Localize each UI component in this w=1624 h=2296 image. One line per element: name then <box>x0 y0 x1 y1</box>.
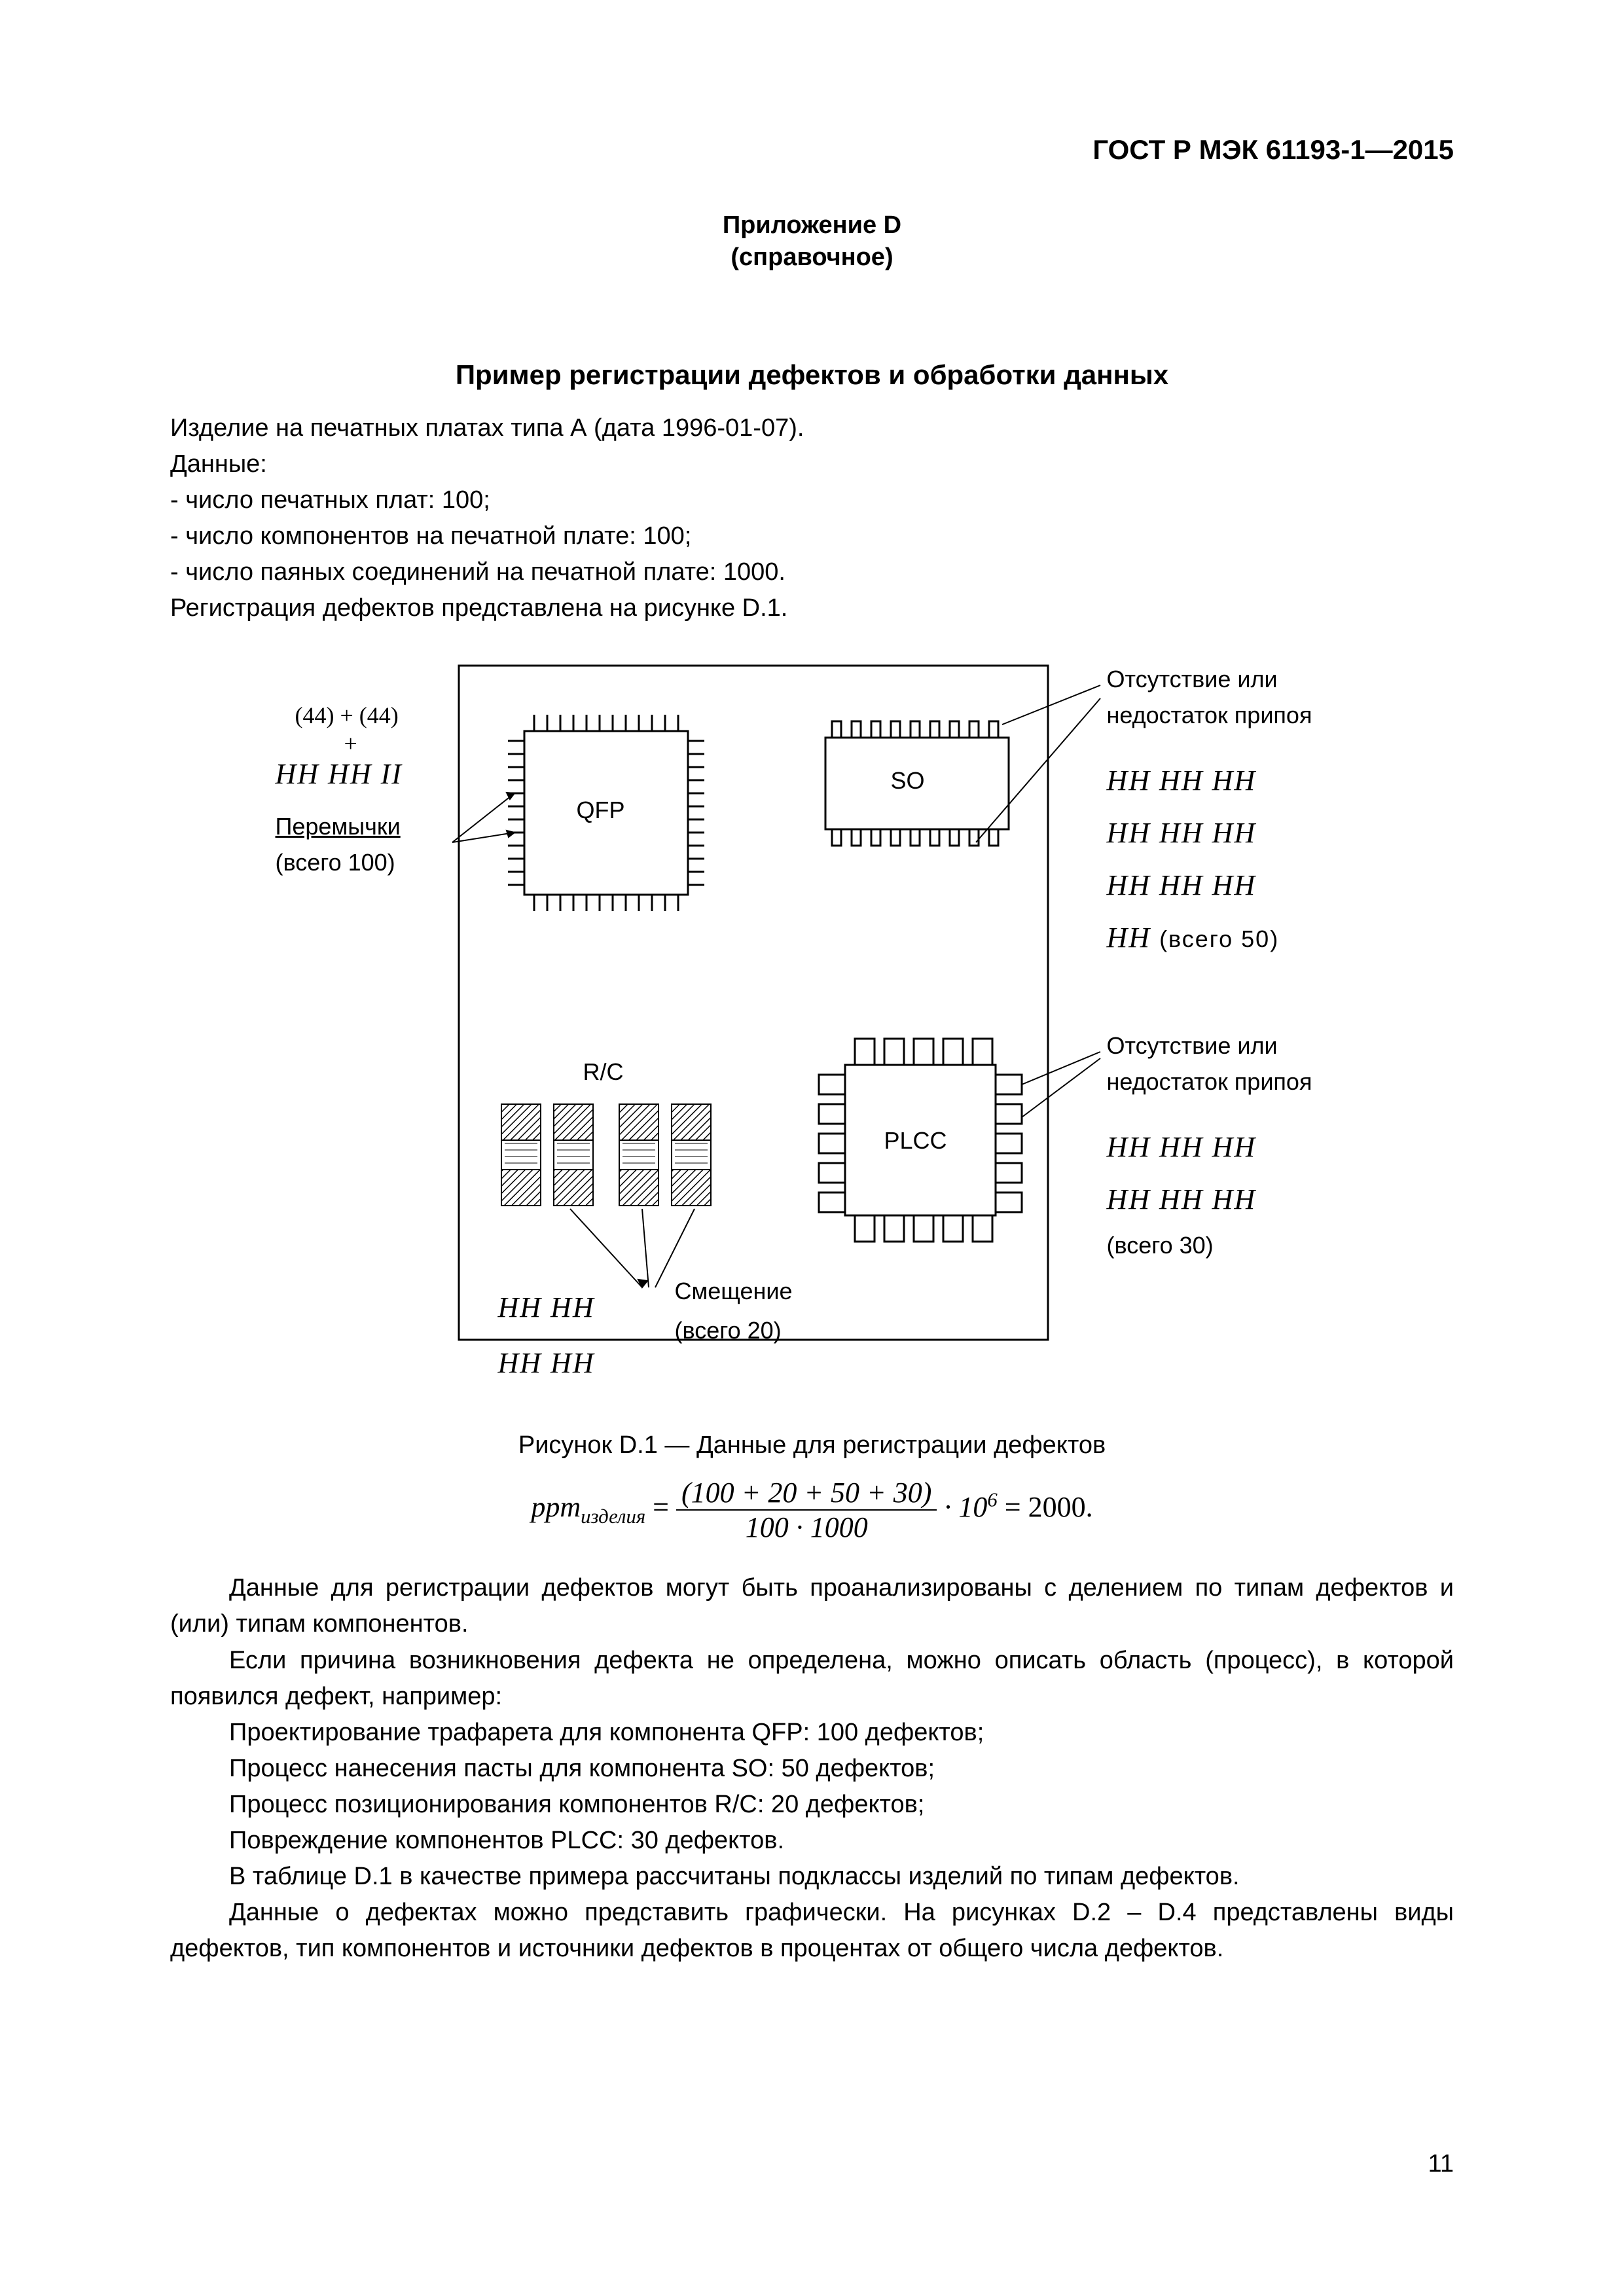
intro-l6: Регистрация дефектов представлена на рис… <box>170 590 1454 626</box>
annex-line2: (справочное) <box>170 242 1454 274</box>
rt-t1: HH HH HH <box>1107 764 1257 797</box>
intro-l4: - число компонентов на печатной плате: 1… <box>170 518 1454 554</box>
standard-code: ГОСТ Р МЭК 61193-1—2015 <box>1092 134 1454 166</box>
p8: Данные о дефектах можно представить граф… <box>170 1895 1454 1967</box>
intro-l5: - число паяных соединений на печатной пл… <box>170 554 1454 590</box>
page: ГОСТ Р МЭК 61193-1—2015 Приложение D (сп… <box>0 0 1624 2296</box>
page-number: 11 <box>1428 2150 1454 2178</box>
bottom-total: (всего 20) <box>675 1317 782 1344</box>
left-bridges-label: Перемычки <box>276 813 401 840</box>
intro-l2: Данные: <box>170 446 1454 482</box>
left-tally: HH HH II <box>276 757 403 791</box>
p7: В таблице D.1 в качестве примера рассчит… <box>170 1859 1454 1895</box>
right-top-l1: Отсутствие или <box>1107 666 1278 693</box>
ppm-formula: ppmизделия = (100 + 20 + 50 + 30)100 · 1… <box>170 1476 1454 1544</box>
intro-l1: Изделие на печатных платах типа А (дата … <box>170 410 1454 446</box>
annex-line1: Приложение D <box>170 209 1454 242</box>
rt-t2: HH HH HH <box>1107 816 1257 850</box>
rm-t2: HH HH HH <box>1107 1183 1257 1216</box>
diagram-d1: (44) + (44) + HH HH II Перемычки (всего … <box>256 646 1369 1412</box>
right-mid-l2: недостаток припоя <box>1107 1068 1312 1096</box>
bt-t2: HH HH <box>498 1346 595 1380</box>
right-mid-l1: Отсутствие или <box>1107 1032 1278 1060</box>
p4: Процесс нанесения пасты для компонента S… <box>170 1751 1454 1787</box>
rt-t3: HH HH HH <box>1107 869 1257 902</box>
rm-t1: HH HH HH <box>1107 1130 1257 1164</box>
p6: Повреждение компонентов PLCC: 30 дефекто… <box>170 1823 1454 1859</box>
p3: Проектирование трафарета для компонента … <box>170 1715 1454 1751</box>
left-plus: + <box>344 730 357 757</box>
p2: Если причина возникновения дефекта не оп… <box>170 1643 1454 1715</box>
annex-title: Приложение D (справочное) <box>170 209 1454 274</box>
rm-total: (всего 30) <box>1107 1232 1214 1259</box>
plcc-label: PLCC <box>884 1127 947 1155</box>
rc-components <box>501 1104 711 1206</box>
body-text: Данные для регистрации дефектов могут бы… <box>170 1570 1454 1967</box>
intro-l3: - число печатных плат: 100; <box>170 482 1454 518</box>
p1: Данные для регистрации дефектов могут бы… <box>170 1570 1454 1642</box>
intro-block: Изделие на печатных платах типа А (дата … <box>170 410 1454 627</box>
right-top-l2: недостаток припоя <box>1107 702 1312 729</box>
p5: Процесс позиционирования компонентов R/C… <box>170 1787 1454 1823</box>
left-total: (всего 100) <box>276 849 395 876</box>
left-formula: (44) + (44) <box>295 702 399 729</box>
page-title: Пример регистрации дефектов и обработки … <box>170 359 1454 391</box>
so-label: SO <box>891 767 925 795</box>
bt-t1: HH HH <box>498 1291 595 1324</box>
qfp-label: QFP <box>577 797 625 824</box>
diagram-svg <box>256 646 1369 1412</box>
figure-caption: Рисунок D.1 — Данные для регистрации деф… <box>170 1431 1454 1460</box>
rc-label: R/C <box>583 1058 624 1086</box>
rt-t4: HH (всего 50) <box>1107 921 1280 954</box>
bottom-label: Смещение <box>675 1278 793 1305</box>
